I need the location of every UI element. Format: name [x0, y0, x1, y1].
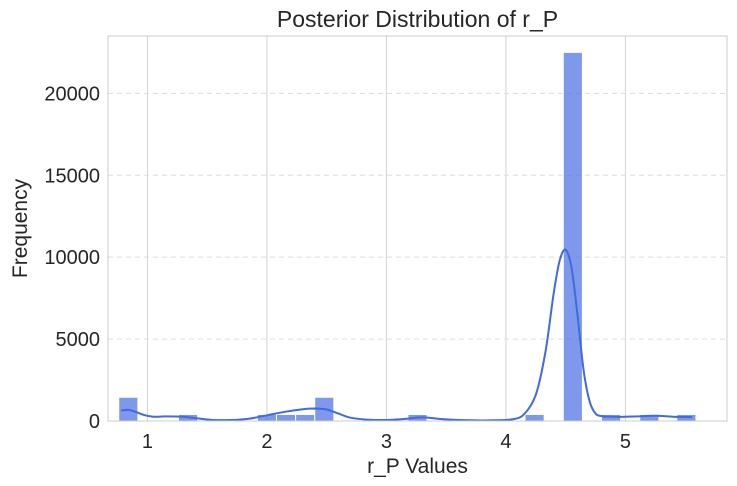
- y-tick-label: 0: [89, 411, 100, 433]
- y-tick-labels: 0 5000 10000 15000 20000: [44, 83, 100, 433]
- histogram-bar: [524, 413, 545, 422]
- x-tick-label: 5: [620, 431, 631, 453]
- grid-lines: [108, 36, 727, 421]
- y-tick-label: 10000: [44, 247, 100, 269]
- y-tick-label: 20000: [44, 83, 100, 105]
- x-tick-label: 3: [381, 431, 392, 453]
- histogram-bar: [562, 51, 583, 422]
- histogram-bar: [295, 413, 316, 422]
- plot-frame: [107, 35, 728, 422]
- y-tick-label: 5000: [56, 329, 101, 351]
- x-tick-label: 1: [142, 431, 153, 453]
- x-tick-label: 4: [500, 431, 511, 453]
- kde-curve: [120, 248, 693, 422]
- x-tick-label: 2: [261, 431, 272, 453]
- x-tick-labels: 1 2 3 4 5: [142, 431, 631, 453]
- y-axis-label: Frequency: [9, 178, 32, 278]
- x-axis-label: r_P Values: [367, 455, 468, 478]
- histogram-bar: [275, 413, 297, 422]
- chart-title: Posterior Distribution of r_P: [277, 6, 558, 32]
- y-tick-label: 15000: [44, 165, 100, 187]
